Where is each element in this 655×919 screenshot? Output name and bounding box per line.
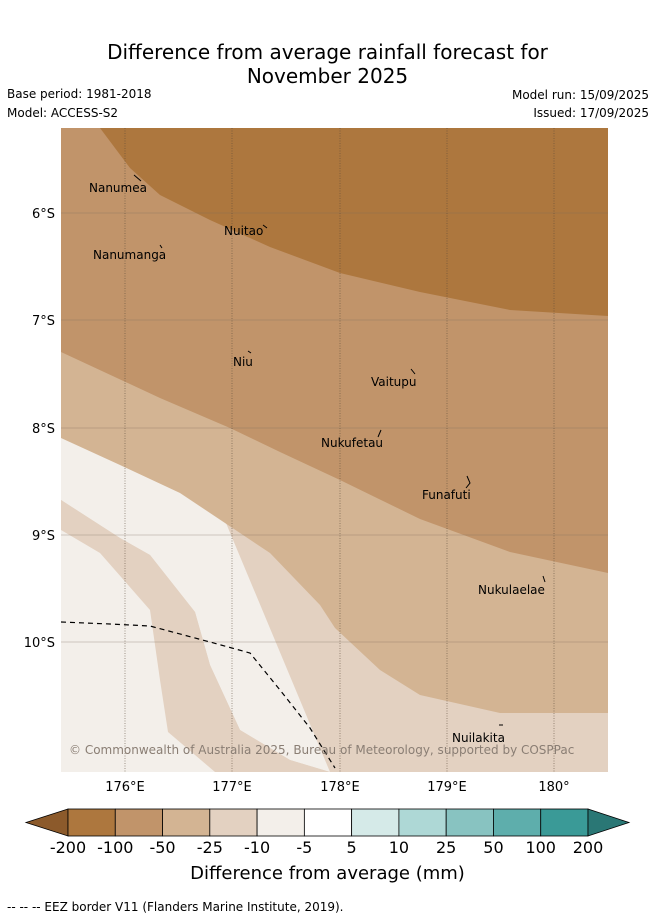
base-period: Base period: 1981-2018	[7, 87, 152, 101]
label-niu: Niu	[233, 355, 253, 369]
eez-footnote: -- -- -- EEZ border V11 (Flanders Marine…	[7, 900, 344, 914]
colorbar-extend-high	[587, 808, 631, 837]
colorbar-swatch	[493, 808, 542, 837]
island-nukulaelae	[542, 575, 546, 583]
colorbar-tick-label: -50	[149, 838, 176, 857]
colorbar-extend-low	[24, 808, 69, 837]
colorbar-tick-label: -10	[244, 838, 271, 857]
island-nuitao	[262, 224, 268, 229]
issued-date: Issued: 17/09/2025	[533, 106, 649, 120]
island-markers	[133, 174, 546, 726]
lon-label-178e: 178°E	[320, 780, 360, 795]
copyright-notice: © Commonwealth of Australia 2025, Bureau…	[69, 743, 574, 757]
label-nuitao: Nuitao	[224, 224, 263, 238]
colorbar-tick-label: -200	[49, 838, 87, 857]
lat-label-7s: 7°S	[32, 314, 55, 329]
island-vaitupu	[410, 368, 416, 375]
lon-label-179e: 179°E	[427, 780, 467, 795]
colorbar-swatch	[303, 808, 353, 837]
label-nuilakita: Nuilakita	[452, 731, 505, 745]
colorbar-swatch	[67, 808, 116, 837]
lat-label-8s: 8°S	[32, 422, 55, 437]
colorbar-label: Difference from average (mm)	[190, 863, 465, 884]
colorbar-swatch	[351, 808, 400, 837]
label-nanumea: Nanumea	[89, 181, 147, 195]
colorbar-tick-label: 50	[483, 838, 504, 857]
chart-title: Difference from average rainfall forecas…	[0, 40, 655, 88]
label-funafuti: Funafuti	[422, 488, 471, 502]
colorbar-swatch	[209, 808, 258, 837]
colorbar	[24, 808, 631, 837]
colorbar-swatch	[114, 808, 163, 837]
island-nukufetau	[377, 429, 382, 438]
lat-label-9s: 9°S	[32, 529, 55, 544]
colorbar-tick-label: -25	[196, 838, 223, 857]
colorbar-swatch	[540, 808, 589, 837]
colorbar-swatch	[398, 808, 447, 837]
label-nanumanga: Nanumanga	[93, 248, 166, 262]
title-line-1: Difference from average rainfall forecas…	[107, 40, 548, 64]
colorbar-tick-label: 10	[388, 838, 410, 857]
lon-label-176e: 176°E	[105, 780, 145, 795]
colorbar-swatch	[256, 808, 305, 837]
colorbar-tick-label: -100	[97, 838, 134, 857]
colorbar-tick-label: 25	[435, 838, 457, 857]
lon-label-177e: 177°E	[212, 780, 252, 795]
colorbar-swatch	[445, 808, 494, 837]
colorbar-swatch	[162, 808, 211, 837]
colorbar-tick-label: 200	[572, 838, 604, 857]
island-nanumanga	[159, 244, 163, 249]
model-run: Model run: 15/09/2025	[511, 88, 649, 102]
latitude-gridlines	[61, 212, 608, 643]
colorbar-tick-label: -5	[296, 838, 313, 857]
title-line-2: November 2025	[246, 64, 409, 88]
colorbar-tick-label: 5	[346, 838, 357, 857]
zone-minus-100-to-minus-200	[100, 128, 608, 316]
lat-label-10s: 10°S	[24, 636, 55, 651]
island-funafuti	[465, 475, 471, 489]
label-nukufetau: Nukufetau	[321, 436, 383, 450]
island-niu	[247, 350, 252, 354]
label-vaitupu: Vaitupu	[371, 375, 417, 389]
island-nanumea	[133, 174, 142, 182]
lon-label-180: 180°	[538, 780, 569, 795]
eez-border	[61, 621, 336, 769]
colorbar-tick-label: 100	[525, 838, 556, 857]
label-nukulaelae: Nukulaelae	[478, 583, 545, 597]
model-name: Model: ACCESS-S2	[7, 106, 119, 120]
lat-label-6s: 6°S	[32, 207, 55, 222]
colorbar-tick-labels: -200 -100 -50 -25 -10 -5 5 10 25 50 100 200	[0, 838, 655, 858]
